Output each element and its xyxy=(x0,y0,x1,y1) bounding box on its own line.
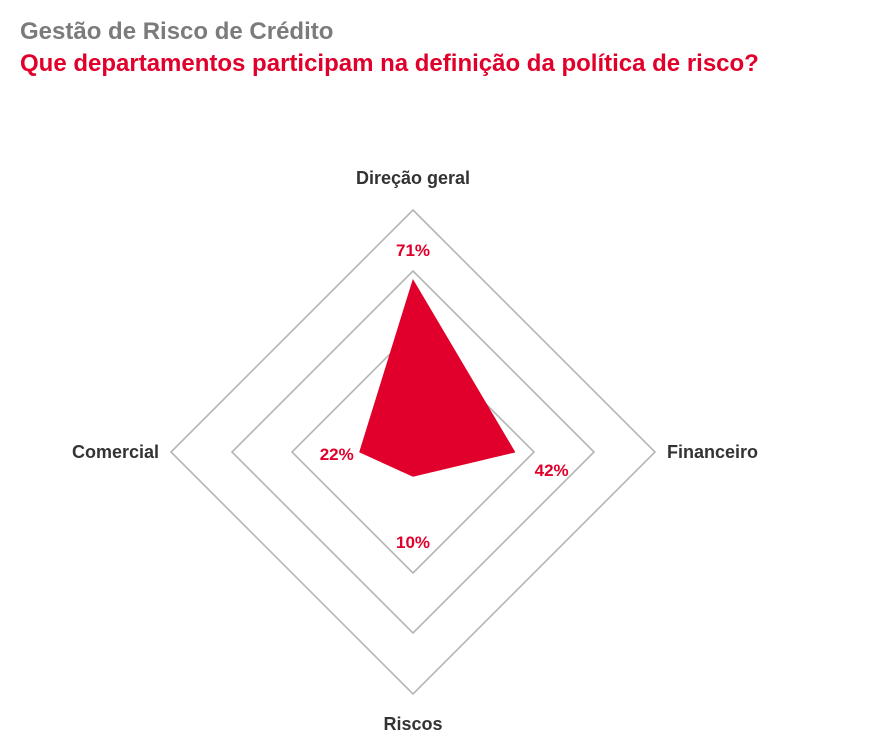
grid-ring-2 xyxy=(230,269,596,635)
radar-data xyxy=(359,278,516,477)
grid-ring-3 xyxy=(169,208,657,696)
axis-label-financeiro: Financeiro xyxy=(667,442,758,462)
radar-grid xyxy=(169,208,657,696)
value-label-direcao-geral: 71% xyxy=(396,241,430,260)
value-label-riscos: 10% xyxy=(396,533,430,552)
chart-title: Que departamentos participam na definiçã… xyxy=(20,50,759,77)
axis-label-riscos: Riscos xyxy=(383,714,442,734)
axis-label-direcao-geral: Direção geral xyxy=(356,168,470,188)
axis-label-comercial: Comercial xyxy=(72,442,159,462)
value-label-comercial: 22% xyxy=(320,445,354,464)
data-area xyxy=(359,278,516,477)
chart-header: Gestão de Risco de Crédito Que departame… xyxy=(20,16,759,80)
radar-labels: Direção geral Financeiro Riscos Comercial 71… xyxy=(72,168,758,734)
grid-ring-1 xyxy=(290,329,536,575)
chart-supertitle: Gestão de Risco de Crédito xyxy=(20,18,334,45)
value-label-financeiro: 42% xyxy=(535,461,569,480)
